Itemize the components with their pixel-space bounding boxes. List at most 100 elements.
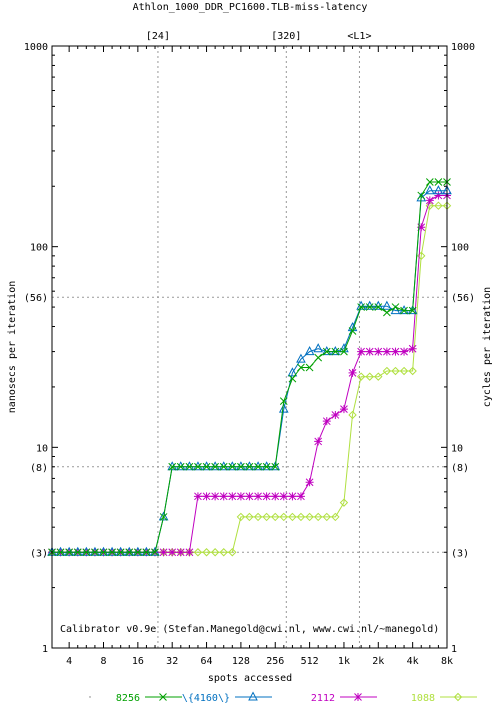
data-point [124,546,135,556]
y-tick-label: 1 [42,644,48,655]
data-point [279,397,288,405]
data-point [425,178,434,186]
data-point [279,512,288,522]
data-point [417,191,426,200]
data-point [133,548,142,557]
data-point [90,546,100,556]
data-point [365,303,374,311]
data-point [374,347,383,356]
data-point [357,347,366,356]
data-point [304,346,315,356]
data-point [365,372,374,381]
data-point [434,201,443,210]
data-point [176,462,185,471]
data-point [244,461,255,471]
data-point [330,346,341,356]
data-point [288,374,297,383]
legend-label: \{4160\} [182,693,230,704]
data-point [228,492,237,501]
data-point [141,546,152,556]
data-point [159,693,167,701]
data-point [142,548,151,557]
y-tick-label: 100 [30,243,48,254]
data-point [408,366,417,376]
data-point [184,461,195,471]
data-point [202,548,211,557]
x-tick-label: 8 [100,656,106,667]
data-point [278,403,289,413]
data-point [314,437,323,446]
data-point [248,691,258,701]
data-point [245,512,254,522]
y2-tick-label: 100 [451,243,469,254]
legend: 8256 \{4160\} 2112 1088 [89,691,477,704]
data-point [99,548,108,557]
x-tick-label: 8k [441,656,453,667]
x-mark-label: [24] [146,31,170,42]
data-point [391,347,400,356]
data-point [407,305,418,315]
y-tick-label: 1000 [24,42,48,53]
data-point [433,185,444,195]
data-point [374,372,383,381]
y2-tick-label: 1000 [451,42,475,53]
data-point [185,548,194,557]
data-point [453,692,463,702]
series-0 [48,178,451,557]
data-point [73,548,82,557]
data-point [193,548,203,557]
data-point [382,347,391,356]
x-tick-label: 256 [266,656,284,667]
data-point [245,462,254,471]
data-point [354,693,362,701]
data-point [305,512,314,522]
data-point [236,461,246,471]
data-point [133,546,143,556]
x-axis-label: spots accessed [208,673,292,684]
data-point [167,461,178,471]
data-point [55,546,66,556]
data-point [364,300,375,310]
data-point [391,303,400,311]
data-point [305,478,314,487]
data-point [176,548,185,557]
data-point [253,512,263,522]
data-point [81,546,92,556]
data-point [254,492,263,501]
data-point [115,546,126,556]
data-point [219,492,228,501]
data-point [271,462,280,471]
data-point [261,461,272,471]
data-point [193,492,202,501]
data-point [194,462,202,471]
legend-label: 2112 [311,693,335,704]
data-point [151,548,159,557]
data-point [210,548,220,557]
data-point [331,410,340,419]
data-point [219,462,228,471]
data-point [399,366,409,376]
data-point [322,512,331,522]
data-point [219,548,228,557]
data-point [262,462,271,471]
data-point [417,223,426,232]
data-point [168,462,177,471]
data-point [211,492,220,501]
chart-title: Athlon_1000_DDR_PC1600.TLB-miss-latency [133,2,368,13]
data-point [245,492,254,501]
data-point [64,546,74,556]
x-tick-label: 16 [132,656,144,667]
y2-axis-label: cycles per iteration [482,287,493,407]
y2-tick-label: 10 [451,443,463,454]
data-point [297,363,305,372]
y2-tick-label: 1 [451,644,457,655]
data-point [107,546,117,556]
data-point [408,306,417,315]
data-point [340,347,348,356]
y-mark-label: (3) [30,548,48,559]
y2-mark-label: (8) [451,463,469,474]
data-point [271,512,280,522]
data-point [271,492,280,501]
series-2 [48,191,451,557]
data-point [322,417,331,426]
